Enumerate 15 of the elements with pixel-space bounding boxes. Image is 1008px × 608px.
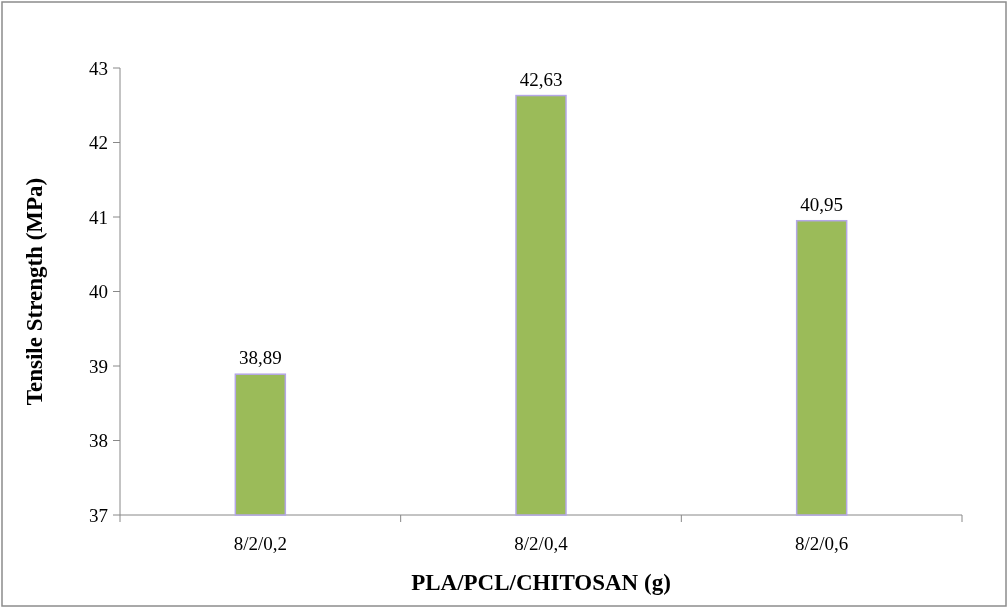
y-tick-label: 41 xyxy=(89,206,108,228)
y-axis-title: Tensile Strength (MPa) xyxy=(22,177,47,406)
y-tick-label: 37 xyxy=(89,504,108,526)
y-tick-label: 42 xyxy=(89,132,108,154)
x-axis-title: PLA/PCL/CHITOSAN (g) xyxy=(411,570,671,595)
data-label: 40,95 xyxy=(800,193,844,215)
y-tick-label: 40 xyxy=(89,281,108,303)
x-tick-label: 8/2/0,4 xyxy=(514,533,569,554)
x-tick-label: 8/2/0,6 xyxy=(795,533,849,554)
y-tick-label: 38 xyxy=(89,430,108,452)
y-tick-label: 43 xyxy=(89,57,108,79)
data-label: 38,89 xyxy=(238,347,282,369)
y-tick-label: 39 xyxy=(89,355,108,377)
x-tick-label: 8/2/0,2 xyxy=(233,533,287,554)
data-label: 42,63 xyxy=(519,68,563,90)
